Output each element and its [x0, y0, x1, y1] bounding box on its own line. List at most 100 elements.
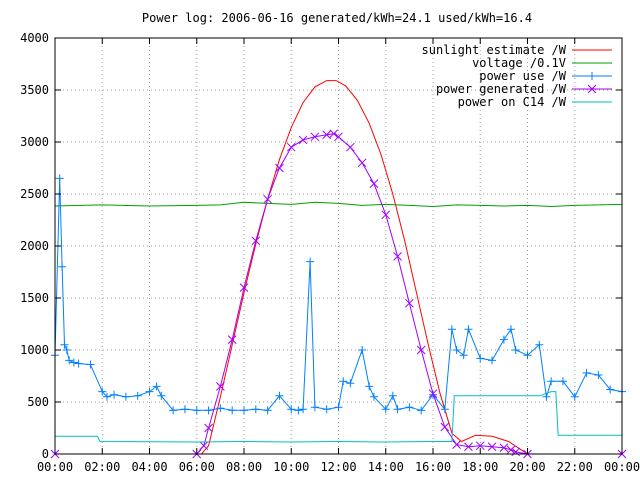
data-point [499, 443, 509, 453]
legend-label: sunlight estimate /W [422, 43, 567, 57]
data-point [240, 406, 248, 415]
x-tick-label: 14:00 [368, 460, 404, 474]
data-point [339, 377, 348, 386]
x-tick-label: 00:00 [604, 460, 640, 474]
legend-item: sunlight estimate /W [422, 43, 612, 57]
data-point [440, 405, 449, 414]
legend-item: power on C14 /W [458, 95, 612, 109]
series-line [55, 391, 622, 443]
data-point [263, 194, 272, 204]
data-point [464, 325, 473, 334]
data-point [306, 257, 315, 266]
data-point [452, 440, 461, 449]
series-0 [55, 80, 622, 455]
data-point [334, 403, 343, 412]
series-line [55, 133, 622, 455]
x-tick-label: 10:00 [273, 460, 309, 474]
data-point [346, 379, 355, 388]
data-point [227, 335, 237, 344]
data-point [86, 360, 95, 369]
x-tick-label: 08:00 [226, 460, 262, 474]
data-point [251, 236, 261, 246]
chart-title: Power log: 2006-06-16 generated/kWh=24.1… [142, 11, 532, 25]
data-point [110, 390, 119, 399]
data-point [393, 252, 402, 261]
legend-item: power use /W [479, 69, 612, 83]
data-point [192, 406, 201, 415]
legend-label: power on C14 /W [458, 95, 567, 109]
data-point [357, 158, 367, 168]
data-point [199, 441, 209, 451]
data-point [69, 358, 78, 367]
legend-item: power generated /W [436, 82, 612, 96]
data-point [121, 392, 130, 401]
data-point [558, 377, 567, 386]
data-point [476, 354, 485, 363]
data-point [365, 382, 374, 391]
data-point [487, 442, 497, 452]
data-point [416, 345, 426, 355]
x-tick-label: 06:00 [179, 460, 215, 474]
data-point [506, 325, 515, 334]
data-point [298, 135, 308, 145]
y-tick-label: 1000 [20, 343, 49, 357]
y-tick-label: 500 [27, 395, 49, 409]
data-point [251, 405, 260, 414]
data-point [511, 447, 521, 457]
series-line [54, 201, 623, 208]
legend-label: power use /W [479, 69, 566, 83]
data-point [133, 391, 142, 400]
data-point [216, 404, 225, 413]
data-point [440, 422, 450, 432]
data-point [55, 174, 64, 183]
data-point [405, 403, 414, 412]
data-point [98, 387, 107, 396]
data-point [542, 392, 551, 401]
data-point [157, 391, 166, 400]
data-point [60, 340, 69, 349]
data-point [299, 405, 308, 414]
data-point [459, 351, 468, 360]
data-point [334, 132, 343, 142]
data-point [322, 130, 332, 140]
data-point [322, 405, 331, 414]
y-tick-label: 0 [42, 447, 49, 461]
legend-item: voltage /0.1V [472, 56, 612, 70]
data-point [594, 370, 603, 379]
data-point [169, 406, 178, 415]
x-tick-label: 22:00 [557, 460, 593, 474]
x-tick-label: 04:00 [131, 460, 167, 474]
data-point [310, 403, 319, 412]
data-point [58, 262, 67, 271]
data-point [239, 283, 249, 292]
data-point [287, 405, 296, 414]
data-point [393, 405, 402, 414]
data-point [145, 387, 154, 396]
data-point [606, 385, 615, 394]
data-point [275, 391, 284, 400]
data-point [102, 392, 111, 401]
data-point [294, 406, 303, 415]
data-point [582, 368, 591, 377]
y-tick-label: 4000 [20, 31, 49, 45]
legend-marker [588, 72, 596, 80]
y-tick-label: 3500 [20, 83, 49, 97]
data-point [570, 392, 579, 401]
legend-marker [587, 84, 597, 94]
series-4 [55, 391, 622, 443]
x-tick-label: 00:00 [37, 460, 73, 474]
data-point [286, 142, 296, 152]
y-tick-label: 3000 [20, 135, 49, 149]
data-point [464, 442, 473, 452]
x-tick-label: 12:00 [320, 460, 356, 474]
series-3 [50, 129, 627, 459]
x-tick-label: 18:00 [462, 460, 498, 474]
data-point [428, 389, 438, 399]
data-point [329, 129, 339, 139]
data-point [523, 351, 532, 360]
data-point [405, 298, 414, 308]
legend-label: power generated /W [436, 82, 567, 96]
series-line [55, 80, 622, 455]
y-tick-label: 2500 [20, 187, 49, 201]
series-layer [50, 80, 627, 459]
